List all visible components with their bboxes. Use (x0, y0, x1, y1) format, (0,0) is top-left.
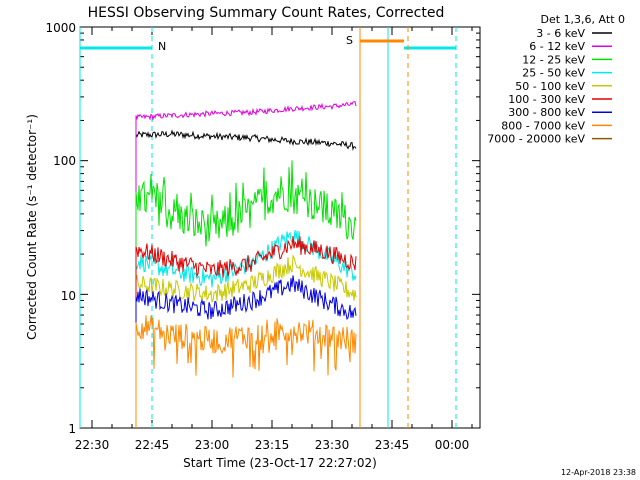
series-line (135, 101, 357, 428)
x-tick-label: 23:45 (375, 438, 410, 452)
legend-entry-label: 100 - 300 keV (508, 93, 585, 106)
x-tick-label: 23:15 (255, 438, 290, 452)
legend-entry-label: 12 - 25 keV (522, 53, 585, 66)
x-tick-label: 23:30 (315, 438, 350, 452)
y-tick-label: 10 (61, 289, 76, 303)
x-tick-label: 22:30 (75, 438, 110, 452)
series-line (135, 315, 357, 428)
legend-entry-label: 50 - 100 keV (515, 80, 585, 93)
y-tick-label: 100 (53, 154, 76, 168)
footer-timestamp: 12-Apr-2018 23:38 (561, 468, 636, 477)
saa-annotation: S (346, 34, 353, 47)
series-line (135, 275, 357, 428)
y-tick-label: 1000 (45, 21, 76, 35)
legend-header: Det 1,3,6, Att 0 (541, 13, 625, 26)
x-tick-label: 00:00 (435, 438, 470, 452)
x-tick-label: 23:00 (195, 438, 230, 452)
legend-entry-label: 6 - 12 keV (529, 40, 585, 53)
x-axis-label: Start Time (23-Oct-17 22:27:02) (183, 456, 377, 470)
y-axis-label: Corrected Count Rate (s⁻¹ detector⁻¹) (25, 114, 39, 340)
series-line (135, 160, 357, 428)
legend-entry-label: 3 - 6 keV (536, 27, 585, 40)
series-line (135, 235, 357, 428)
series-line (135, 254, 357, 428)
legend-entry-label: 7000 - 20000 keV (487, 133, 585, 146)
legend-entry-label: 300 - 800 keV (508, 106, 585, 119)
series-line (135, 129, 357, 428)
night-saa-markers (79, 27, 457, 428)
legend-entry-label: 800 - 7000 keV (501, 119, 585, 132)
legend-entry-label: 25 - 50 keV (522, 67, 585, 80)
night-annotation: N (158, 40, 166, 53)
x-tick-label: 22:45 (135, 438, 170, 452)
axis-ticks (80, 27, 480, 429)
data-series (135, 101, 357, 428)
chart-title: HESSI Observing Summary Count Rates, Cor… (88, 5, 445, 21)
plot-frame (79, 26, 481, 429)
y-tick-label: 1 (68, 422, 76, 436)
